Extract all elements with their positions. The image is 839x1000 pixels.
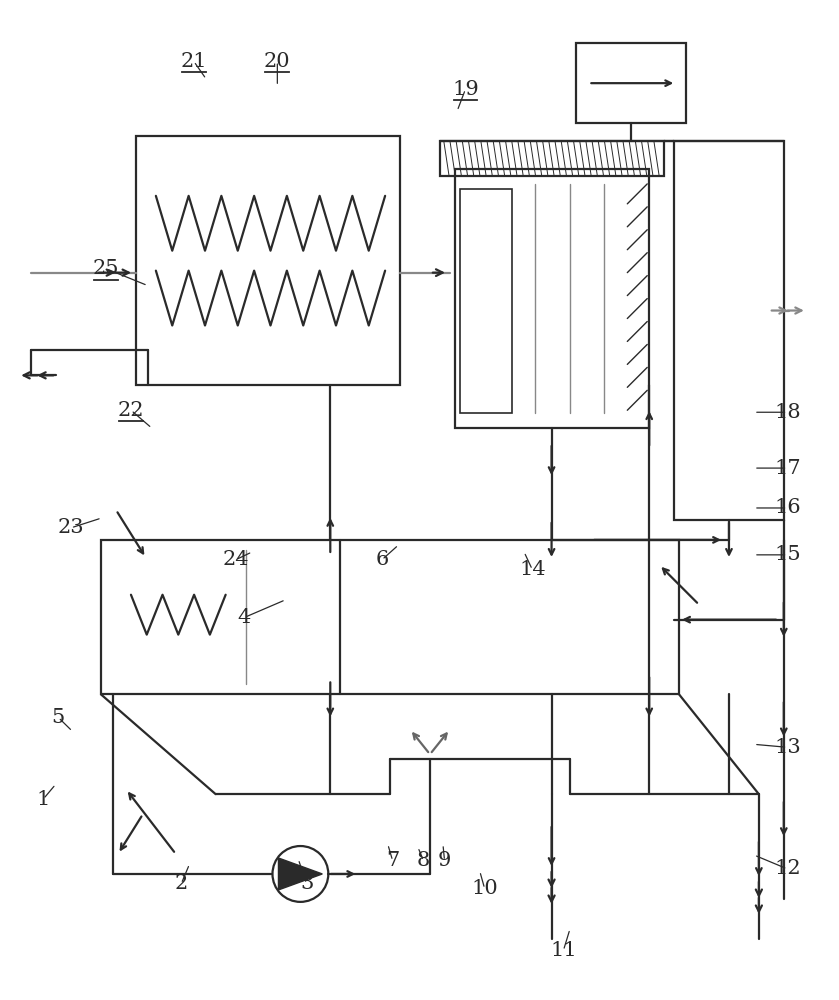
Bar <box>576 43 686 123</box>
Bar <box>675 141 784 520</box>
Text: 3: 3 <box>300 874 313 893</box>
Text: 11: 11 <box>550 941 576 960</box>
Bar <box>136 136 400 385</box>
Text: 25: 25 <box>92 259 119 278</box>
Text: 12: 12 <box>774 859 800 878</box>
Text: 23: 23 <box>58 518 84 537</box>
Polygon shape <box>279 858 322 890</box>
Text: 2: 2 <box>175 874 188 893</box>
Bar <box>460 189 512 413</box>
Text: 24: 24 <box>222 550 249 569</box>
Text: 20: 20 <box>264 52 290 71</box>
Text: 22: 22 <box>117 401 144 420</box>
Bar <box>440 141 664 176</box>
Text: 16: 16 <box>774 498 800 517</box>
Text: 17: 17 <box>774 459 800 478</box>
Text: 6: 6 <box>375 550 388 569</box>
Text: 8: 8 <box>417 851 430 870</box>
Bar <box>455 169 649 428</box>
Text: 10: 10 <box>472 879 498 898</box>
Text: 9: 9 <box>438 851 451 870</box>
Text: 13: 13 <box>774 738 800 757</box>
Bar <box>101 540 679 694</box>
Text: 5: 5 <box>52 708 65 727</box>
Text: 4: 4 <box>237 608 251 627</box>
Text: 7: 7 <box>386 851 399 870</box>
Text: 1: 1 <box>37 790 50 809</box>
Text: 14: 14 <box>519 560 545 579</box>
Text: 18: 18 <box>774 403 800 422</box>
Text: 19: 19 <box>452 80 479 99</box>
Text: 15: 15 <box>774 545 800 564</box>
Text: 21: 21 <box>180 52 207 71</box>
